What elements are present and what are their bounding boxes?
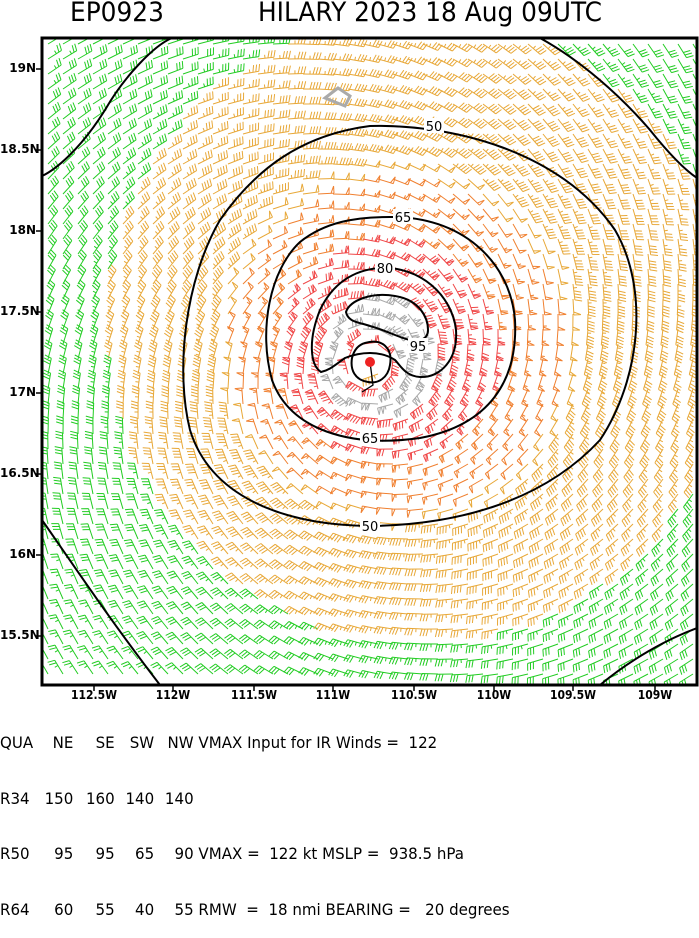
r34-ne: 150	[44, 788, 74, 808]
contour-label: 95	[410, 340, 427, 355]
x-tick-label: 109W	[637, 688, 673, 702]
x-tick-label: 112.5W	[70, 688, 118, 702]
x-tick-label: 110W	[476, 688, 512, 702]
axis-ticks	[36, 68, 656, 691]
vmax-input-value: 122	[408, 733, 438, 752]
y-tick-label: 19N	[9, 61, 36, 75]
storm-center-marker	[365, 357, 375, 367]
r34-se: 160	[85, 788, 115, 808]
x-tick-label: 111W	[315, 688, 351, 702]
wind-barbs	[42, 38, 697, 685]
r64-label: R64	[0, 899, 30, 919]
y-tick-label: 15.5N	[0, 628, 40, 642]
contour-line	[350, 340, 392, 384]
storm-title: HILARY 2023 18 Aug 09UTC	[258, 0, 603, 28]
r50-sw: 65	[135, 844, 155, 863]
r64-nw: 55	[174, 899, 194, 919]
col-nw: NW	[167, 733, 194, 752]
contour-labels: 50 50 65 65 80 95	[360, 118, 444, 535]
r50-se: 95	[95, 844, 115, 863]
y-tick-label: 17.5N	[0, 304, 40, 318]
info-panel: QUA NE SE SW NW VMAX Input for IR Winds = 12…	[0, 697, 510, 938]
r64-se: 55	[95, 899, 115, 919]
col-ne: NE	[52, 733, 74, 752]
contour-label: 65	[395, 211, 412, 226]
col-se: SE	[95, 733, 115, 752]
r34-sw: 140	[125, 788, 155, 808]
r34-row: R34 150 160 140 140	[0, 788, 510, 809]
vmax-input-text: VMAX Input for IR Winds =	[198, 733, 399, 752]
qua-label: QUA	[0, 733, 34, 752]
x-tick-label: 110.5W	[390, 688, 438, 702]
r50-row: R50 95 95 65 90 VMAX = 122 kt MSLP = 938.5 h…	[0, 844, 510, 864]
contour-label: 80	[377, 262, 394, 277]
rmw-value: 18 nmi	[268, 899, 321, 919]
r50-nw: 90	[174, 844, 194, 863]
r34-label: R34	[0, 788, 30, 808]
r50-ne: 95	[54, 844, 74, 863]
contour-line	[599, 627, 697, 685]
y-tick-label: 16N	[9, 547, 36, 561]
contour-line	[539, 38, 697, 179]
contour-line	[42, 519, 161, 685]
wind-field-plot: 50 50 65 65 80 95	[36, 36, 699, 691]
x-tick-label: 112W	[155, 688, 191, 702]
mslp-text: MSLP =	[322, 844, 380, 863]
vmax-value: 122 kt	[269, 844, 318, 863]
bearing-text: BEARING =	[325, 899, 411, 919]
mslp-value: 938.5 hPa	[389, 844, 465, 863]
y-tick-label: 18.5N	[0, 142, 40, 156]
r50-label: R50	[0, 844, 30, 863]
rmw-text: RMW =	[198, 899, 259, 919]
storm-id: EP0923	[70, 0, 164, 28]
col-sw: SW	[129, 733, 155, 752]
y-tick-label: 16.5N	[0, 466, 40, 480]
x-tick-label: 111.5W	[230, 688, 278, 702]
contour-line	[182, 124, 638, 528]
contour-label: 50	[362, 520, 379, 535]
bearing-value: 20 degrees	[425, 899, 510, 919]
r64-row: R64 60 55 40 55 RMW = 18 nmi BEARING = 20 de…	[0, 899, 510, 920]
vmax-text: VMAX =	[198, 844, 260, 863]
r64-ne: 60	[54, 899, 74, 919]
contour-label: 50	[426, 120, 443, 135]
x-tick-label: 109.5W	[549, 688, 597, 702]
contour-line	[310, 266, 458, 379]
y-tick-label: 17N	[9, 385, 36, 399]
r64-sw: 40	[135, 899, 155, 919]
info-header-row: QUA NE SE SW NW VMAX Input for IR Winds = 12…	[0, 733, 510, 753]
r34-nw: 140	[164, 788, 194, 808]
y-tick-label: 18N	[9, 223, 36, 237]
contour-label: 65	[362, 432, 379, 447]
plot-frame	[40, 36, 699, 687]
contour-line	[42, 38, 173, 177]
